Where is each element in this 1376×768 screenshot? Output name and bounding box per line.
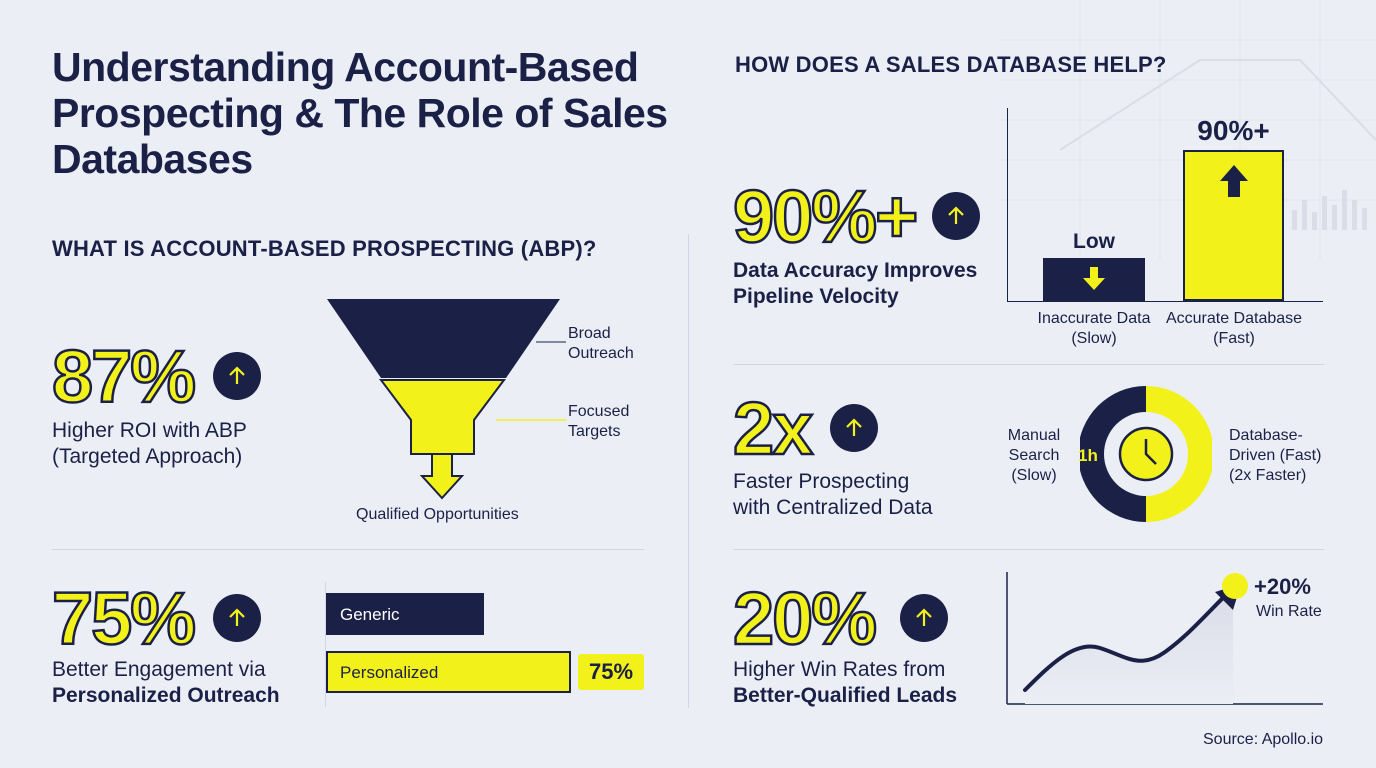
accuracy-stat: 90%+ [732, 175, 920, 258]
winrate-description: Higher Win Rates from Better-Qualified L… [733, 657, 957, 709]
generic-bar: Generic [326, 593, 484, 635]
personalized-badge: 75% [578, 654, 644, 690]
accuracy-line2: Pipeline Velocity [733, 285, 899, 308]
accuracy-chart-y-axis [1007, 108, 1008, 302]
funnel-focused-line2: Targets [568, 423, 621, 440]
funnel-focused-targets [379, 379, 506, 455]
funnel-broad-label: Broad Outreach [568, 324, 634, 364]
trend-sub-label: Win Rate [1256, 603, 1322, 620]
accuracy-cat1-line2: (Slow) [1071, 330, 1117, 347]
accuracy-chart-low-bar [1043, 258, 1145, 301]
accuracy-cat2-line1: Accurate Database [1165, 310, 1303, 327]
funnel-broad-line2: Outreach [568, 345, 634, 362]
donut-manual-segment [1080, 386, 1146, 522]
abp-roi-stat: 87% [51, 335, 198, 418]
engagement-stat: 75% [51, 577, 198, 660]
arrow-down-icon [1083, 267, 1105, 290]
arrow-up-icon [900, 594, 948, 642]
donut-inner-label: 1h [1078, 446, 1098, 465]
engagement-line1: Better Engagement via [52, 658, 266, 681]
donut-database-line2: Driven (Fast) [1229, 447, 1322, 464]
left-divider [52, 549, 644, 550]
engagement-line2: Personalized Outreach [52, 684, 280, 707]
winrate-trend-chart [1006, 572, 1323, 705]
speed-stat: 2x [732, 387, 815, 470]
page-title: Understanding Account-Based Prospecting … [52, 44, 668, 182]
accuracy-line1: Data Accuracy Improves [733, 259, 978, 282]
funnel-focused-label: Focused Targets [568, 402, 629, 442]
database-section-heading: HOW DOES A SALES DATABASE HELP? [735, 52, 1167, 77]
winrate-stat: 20% [732, 577, 879, 660]
funnel-diagram [327, 299, 566, 500]
personalized-bar-label: Personalized [340, 663, 439, 682]
abp-roi-line1: Higher ROI with ABP [52, 419, 247, 442]
trend-value-label: +20% [1254, 574, 1311, 599]
speed-donut-chart [1080, 386, 1212, 522]
personalized-bar: Personalized [326, 651, 571, 693]
funnel-qualified-label: Qualified Opportunities [356, 506, 519, 523]
generic-bar-label: Generic [340, 605, 400, 624]
arrow-up-icon [213, 352, 261, 400]
funnel-broad-line1: Broad [568, 325, 611, 342]
accuracy-cat1-line1: Inaccurate Data [1037, 310, 1151, 327]
bars-axis [325, 582, 326, 707]
donut-database-segment [1146, 386, 1212, 522]
abp-section-heading: WHAT IS ACCOUNT-BASED PROSPECTING (ABP)? [52, 236, 597, 261]
winrate-line2: Better-Qualified Leads [733, 684, 958, 707]
accuracy-description: Data Accuracy Improves Pipeline Velocity [733, 258, 977, 310]
arrow-up-bold-icon [1220, 165, 1248, 197]
speed-line2: with Centralized Data [733, 496, 933, 519]
donut-database-label: Database- Driven (Fast) (2x Faster) [1229, 426, 1321, 486]
donut-manual-line3: (Slow) [1011, 467, 1057, 484]
engagement-description: Better Engagement via Personalized Outre… [52, 657, 280, 709]
accuracy-cat2-label: Accurate Database (Fast) [1160, 309, 1308, 349]
arrow-up-icon [213, 594, 261, 642]
accuracy-cat2-line2: (Fast) [1213, 330, 1255, 347]
funnel-broad-outreach [327, 299, 560, 378]
right-divider-1 [733, 364, 1324, 365]
donut-manual-line2: Search [1008, 447, 1060, 464]
donut-manual-label: Manual Search (Slow) [996, 426, 1072, 486]
accuracy-chart-x-axis [1007, 301, 1323, 302]
abp-roi-line2: (Targeted Approach) [52, 445, 243, 468]
funnel-down-arrow [419, 453, 465, 500]
arrow-up-icon [830, 404, 878, 452]
donut-database-line1: Database- [1229, 427, 1303, 444]
center-divider [688, 234, 689, 708]
winrate-line1: Higher Win Rates from [733, 658, 946, 681]
source-note: Source: Apollo.io [1203, 731, 1324, 748]
funnel-focused-line1: Focused [568, 403, 630, 420]
trend-highlight-dot [1222, 573, 1248, 599]
accuracy-chart-high-bar [1183, 150, 1284, 301]
accuracy-high-label: 90%+ [1197, 115, 1270, 146]
donut-manual-line1: Manual [1007, 427, 1061, 444]
abp-roi-description: Higher ROI with ABP (Targeted Approach) [52, 418, 247, 470]
speed-line1: Faster Prospecting [733, 470, 910, 493]
accuracy-low-label: Low [1073, 230, 1115, 253]
right-divider-2 [733, 549, 1324, 550]
arrow-up-icon [932, 192, 980, 240]
trend-line [1023, 592, 1229, 692]
accuracy-cat1-label: Inaccurate Data (Slow) [1024, 309, 1164, 349]
donut-database-line3: (2x Faster) [1229, 467, 1307, 484]
speed-description: Faster Prospecting with Centralized Data [733, 469, 933, 521]
